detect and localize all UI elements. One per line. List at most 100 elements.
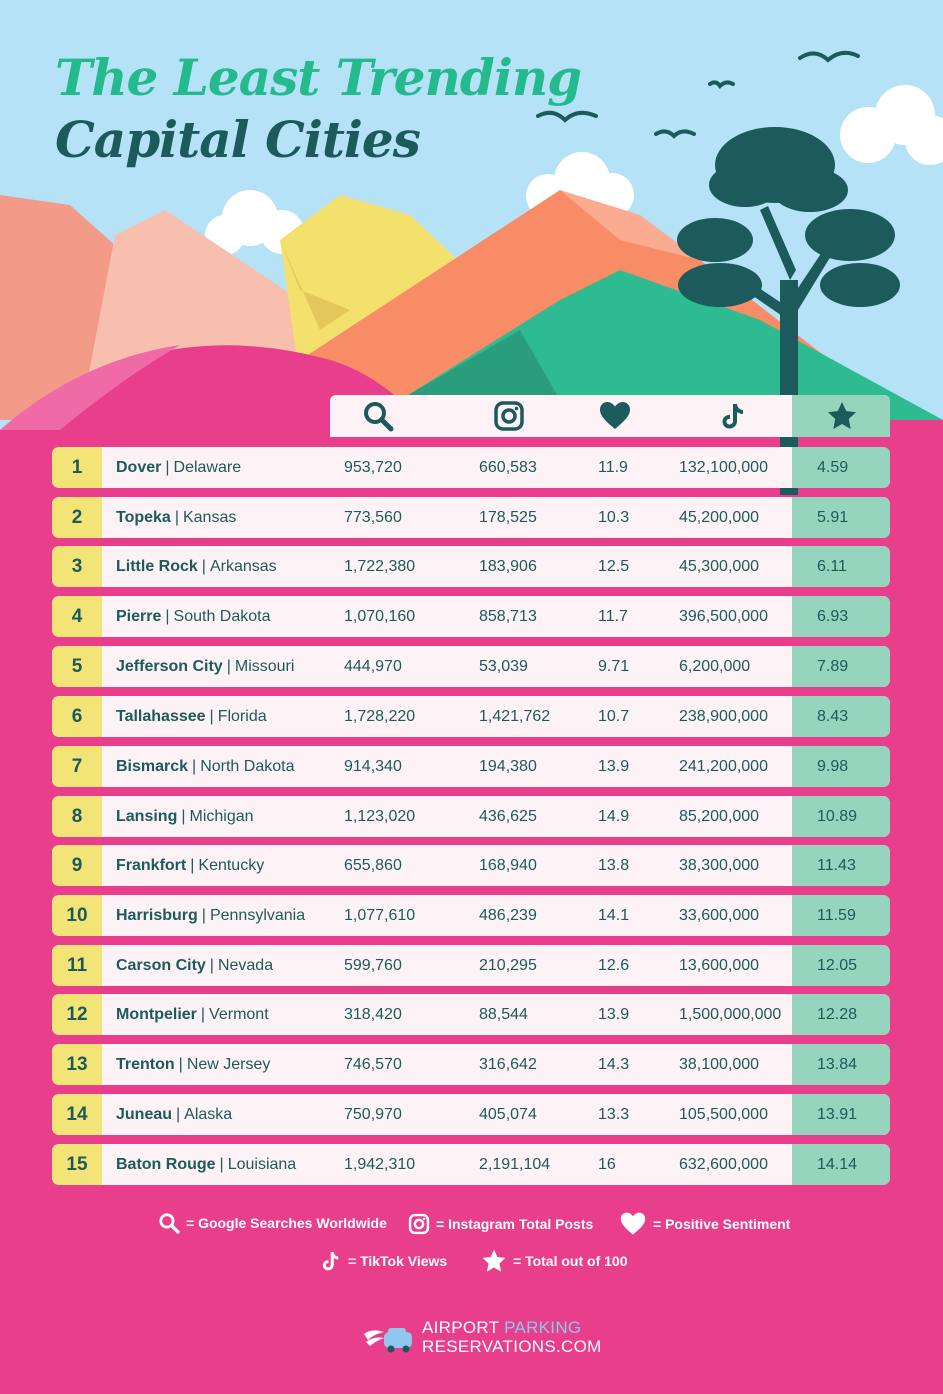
- logo-line1: AIRPORT PARKING: [422, 1318, 602, 1337]
- separator: |: [192, 757, 197, 775]
- city-name: Carson City: [116, 956, 206, 974]
- searches-cell: 953,720: [344, 458, 402, 476]
- sentiment-cell: 10.3: [598, 508, 630, 526]
- legend-star: = Total out of 100: [481, 1248, 627, 1274]
- score-cell: 8.43: [792, 696, 890, 737]
- instagram-cell: 436,625: [479, 807, 537, 825]
- score-cell: 13.84: [792, 1044, 890, 1085]
- rank-cell: 9: [52, 845, 102, 886]
- table-row: 1 Dover | Delaware 953,720 660,583 11.9 13…: [52, 447, 890, 488]
- city-name: Baton Rouge: [116, 1155, 216, 1173]
- sentiment-cell: 9.71: [598, 657, 630, 675]
- instagram-cell: 178,525: [479, 508, 537, 526]
- searches-cell: 444,970: [344, 657, 402, 675]
- logo-line2: RESERVATIONS.COM: [422, 1337, 602, 1356]
- city-cell: Lansing | Michigan: [116, 796, 254, 837]
- brand-logo: AIRPORT PARKING RESERVATIONS.COM: [362, 1318, 602, 1356]
- legend-instagram-label: = Instagram Total Posts: [436, 1216, 594, 1232]
- searches-cell: 1,077,610: [344, 906, 416, 924]
- searches-cell: 655,860: [344, 856, 402, 874]
- state-name: Michigan: [189, 807, 254, 825]
- city-name: Trenton: [116, 1055, 175, 1073]
- instagram-cell: 405,074: [479, 1105, 537, 1123]
- table-row: 3 Little Rock | Arkansas 1,722,380 183,906…: [52, 546, 890, 587]
- table-row: 6 Tallahassee | Florida 1,728,220 1,421,76…: [52, 696, 890, 737]
- rank-cell: 13: [52, 1044, 102, 1085]
- mountain: [560, 190, 700, 260]
- city-name: Jefferson City: [116, 657, 223, 675]
- rank-cell: 5: [52, 646, 102, 687]
- tiktok-cell: 632,600,000: [679, 1155, 768, 1173]
- instagram-cell: 858,713: [479, 607, 537, 625]
- score-cell: 12.28: [792, 994, 890, 1035]
- score-cell: 7.89: [792, 646, 890, 687]
- searches-cell: 599,760: [344, 956, 402, 974]
- bird-icon: [536, 50, 860, 139]
- score-cell: 4.59: [792, 447, 890, 488]
- separator: |: [201, 557, 206, 575]
- city-name: Little Rock: [116, 557, 198, 575]
- searches-cell: 1,123,020: [344, 807, 416, 825]
- city-cell: Little Rock | Arkansas: [116, 546, 277, 587]
- tiktok-cell: 45,300,000: [679, 557, 760, 575]
- table-row: 13 Trenton | New Jersey 746,570 316,642 14…: [52, 1044, 890, 1085]
- logo-text: AIRPORT PARKING RESERVATIONS.COM: [422, 1318, 602, 1356]
- instagram-cell: 194,380: [479, 757, 537, 775]
- page-title-line2: Capital Cities: [55, 110, 421, 169]
- separator: |: [200, 1005, 206, 1023]
- city-name: Montpelier: [116, 1005, 197, 1023]
- city-name: Harrisburg: [116, 906, 198, 924]
- rank-cell: 14: [52, 1094, 102, 1135]
- instagram-cell: 2,191,104: [479, 1155, 551, 1173]
- score-cell: 13.91: [792, 1094, 890, 1135]
- city-cell: Trenton | New Jersey: [116, 1044, 270, 1085]
- legend-search: = Google Searches Worldwide: [158, 1212, 387, 1234]
- rank-cell: 8: [52, 796, 102, 837]
- rank-cell: 6: [52, 696, 102, 737]
- city-name: Bismarck: [116, 757, 189, 775]
- legend-heart-label: = Positive Sentiment: [653, 1216, 791, 1232]
- sentiment-cell: 14.3: [598, 1055, 630, 1073]
- tiktok-cell: 38,100,000: [679, 1055, 760, 1073]
- separator: |: [201, 906, 206, 924]
- state-name: Delaware: [173, 458, 242, 476]
- legend-search-label: = Google Searches Worldwide: [186, 1215, 387, 1231]
- state-name: North Dakota: [200, 757, 295, 775]
- rank-cell: 2: [52, 497, 102, 538]
- tiktok-cell: 1,500,000,000: [679, 1005, 782, 1023]
- instagram-icon: [408, 1213, 430, 1235]
- searches-cell: 746,570: [344, 1055, 402, 1073]
- instagram-cell: 183,906: [479, 557, 537, 575]
- state-name: Nevada: [217, 956, 274, 974]
- instagram-cell: 1,421,762: [479, 707, 551, 725]
- heart-icon: [600, 402, 630, 429]
- tiktok-cell: 85,200,000: [679, 807, 760, 825]
- tiktok-cell: 6,200,000: [679, 657, 751, 675]
- logo-parking: PARKING: [504, 1318, 582, 1337]
- table-row: 15 Baton Rouge | Louisiana 1,942,310 2,191…: [52, 1144, 890, 1185]
- searches-cell: 318,420: [344, 1005, 402, 1023]
- score-cell: 10.89: [792, 796, 890, 837]
- separator: |: [165, 607, 170, 625]
- heart-icon: [620, 1212, 646, 1235]
- instagram-cell: 486,239: [479, 906, 537, 924]
- searches-cell: 1,070,160: [344, 607, 416, 625]
- table-row: 8 Lansing | Michigan 1,123,020 436,625 14.…: [52, 796, 890, 837]
- star-icon: [482, 1249, 506, 1272]
- searches-cell: 914,340: [344, 757, 402, 775]
- state-name: Kansas: [182, 508, 237, 526]
- city-name: Topeka: [116, 508, 171, 526]
- searches-cell: 1,942,310: [344, 1155, 416, 1173]
- city-cell: Topeka | Kansas: [116, 497, 236, 538]
- star-icon: [828, 402, 856, 429]
- table-row: 9 Frankfort | Kentucky 655,860 168,940 13.…: [52, 845, 890, 886]
- tiktok-cell: 132,100,000: [679, 458, 768, 476]
- score-cell: 11.59: [792, 895, 890, 936]
- page-title-line1: The Least Trending: [55, 48, 582, 107]
- table-row: 7 Bismarck | North Dakota 914,340 194,380 …: [52, 746, 890, 787]
- tree: [677, 127, 900, 495]
- table-row: 5 Jefferson City | Missouri 444,970 53,039…: [52, 646, 890, 687]
- city-cell: Carson City | Nevada: [116, 945, 273, 986]
- searches-cell: 1,722,380: [344, 557, 416, 575]
- sentiment-cell: 11.7: [598, 607, 628, 625]
